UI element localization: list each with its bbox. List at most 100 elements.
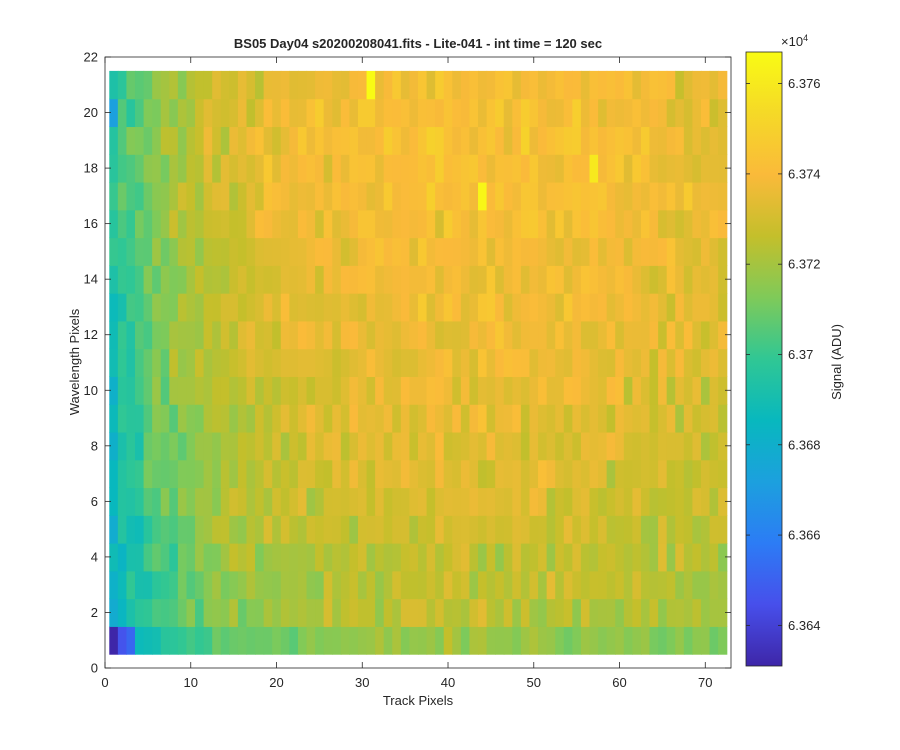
heatmap-cell xyxy=(640,404,651,433)
heatmap-cell xyxy=(452,598,462,627)
heatmap-cell xyxy=(383,237,393,266)
heatmap-cell xyxy=(383,70,393,100)
heatmap-cell xyxy=(709,237,719,266)
heatmap-cell xyxy=(555,598,565,627)
heatmap-cell xyxy=(400,348,411,377)
heatmap-cell xyxy=(443,459,453,489)
heatmap-cell xyxy=(246,181,256,211)
heatmap-cell xyxy=(555,126,565,155)
heatmap-cell xyxy=(520,237,531,266)
heatmap-cell xyxy=(349,126,359,155)
heatmap-cell xyxy=(332,70,342,100)
heatmap-cell xyxy=(460,626,471,655)
heatmap-cell xyxy=(409,543,419,572)
x-tick-label: 0 xyxy=(101,675,108,690)
heatmap-cell xyxy=(435,70,445,100)
heatmap-cell xyxy=(195,570,205,600)
heatmap-cell xyxy=(212,487,222,516)
heatmap-cell xyxy=(323,570,333,600)
heatmap-cell xyxy=(392,431,402,461)
heatmap-cell xyxy=(692,487,702,516)
heatmap-cell xyxy=(598,487,608,516)
heatmap-cell xyxy=(503,293,513,322)
heatmap-cell xyxy=(512,348,522,377)
heatmap-cell xyxy=(563,626,573,655)
heatmap-cell xyxy=(152,320,162,350)
heatmap-cell xyxy=(632,154,642,183)
heatmap-cell xyxy=(263,237,273,266)
heatmap-cell xyxy=(606,70,616,100)
heatmap-cell xyxy=(503,459,513,489)
heatmap-cell xyxy=(538,404,548,433)
heatmap-cell xyxy=(503,543,513,572)
heatmap-cell xyxy=(452,348,462,377)
heatmap-cell xyxy=(323,376,333,405)
heatmap-cell xyxy=(203,376,213,405)
heatmap-cell xyxy=(666,126,676,155)
heatmap-cell xyxy=(332,404,342,433)
heatmap-cell xyxy=(675,626,685,655)
heatmap-cell xyxy=(400,293,411,322)
heatmap-cell xyxy=(349,431,359,461)
heatmap-cell xyxy=(409,404,419,433)
heatmap-cell xyxy=(452,181,462,211)
heatmap-cell xyxy=(135,181,145,211)
heatmap-cell xyxy=(152,598,162,627)
heatmap-cell xyxy=(615,348,625,377)
heatmap-cell xyxy=(366,626,376,655)
heatmap-cell xyxy=(246,348,256,377)
heatmap-cell xyxy=(580,515,591,544)
heatmap-cell xyxy=(478,515,488,544)
heatmap-cell xyxy=(126,487,136,516)
heatmap-cell xyxy=(666,459,676,489)
heatmap-cell xyxy=(229,98,239,128)
heatmap-cell xyxy=(615,570,625,600)
heatmap-cell xyxy=(280,320,290,350)
heatmap-cell xyxy=(272,626,282,655)
heatmap-cell xyxy=(666,348,676,377)
heatmap-cell xyxy=(195,70,205,100)
heatmap-cell xyxy=(640,237,651,266)
heatmap-cell xyxy=(606,154,616,183)
heatmap-cell xyxy=(315,265,325,294)
heatmap-cell xyxy=(349,348,359,377)
heatmap-cell xyxy=(272,320,282,350)
heatmap-cell xyxy=(160,376,170,405)
heatmap-cell xyxy=(340,70,350,100)
heatmap-cell xyxy=(503,626,513,655)
heatmap-cell xyxy=(392,70,402,100)
heatmap-cell xyxy=(495,209,505,239)
heatmap-cell xyxy=(486,598,496,627)
heatmap-cell xyxy=(443,154,453,183)
heatmap-cell xyxy=(160,320,170,350)
heatmap-cell xyxy=(195,237,205,266)
heatmap-cell xyxy=(117,515,128,544)
heatmap-cell xyxy=(263,154,273,183)
heatmap-cell xyxy=(469,570,479,600)
colorbar-tick-label: 6.37 xyxy=(788,347,813,362)
y-tick-label: 18 xyxy=(84,161,98,176)
heatmap-cell xyxy=(700,265,711,294)
heatmap-cell xyxy=(366,487,376,516)
heatmap-cell xyxy=(709,348,719,377)
heatmap-cell xyxy=(186,515,196,544)
heatmap-cell xyxy=(186,126,196,155)
heatmap-cell xyxy=(598,265,608,294)
heatmap-cell xyxy=(272,126,282,155)
heatmap-cell xyxy=(297,70,308,100)
heatmap-cell xyxy=(683,293,694,322)
heatmap-cell xyxy=(435,487,445,516)
heatmap-cell xyxy=(400,459,411,489)
heatmap-cell xyxy=(666,98,676,128)
heatmap-cell xyxy=(255,431,265,461)
heatmap-cell xyxy=(572,543,582,572)
heatmap-cell xyxy=(675,293,685,322)
heatmap-cell xyxy=(580,431,591,461)
heatmap-cell xyxy=(366,237,376,266)
heatmap-cell xyxy=(375,404,385,433)
heatmap-cell xyxy=(718,570,728,600)
heatmap-cell xyxy=(246,515,256,544)
heatmap-cell xyxy=(675,348,685,377)
heatmap-cell xyxy=(272,70,282,100)
heatmap-cell xyxy=(538,626,548,655)
